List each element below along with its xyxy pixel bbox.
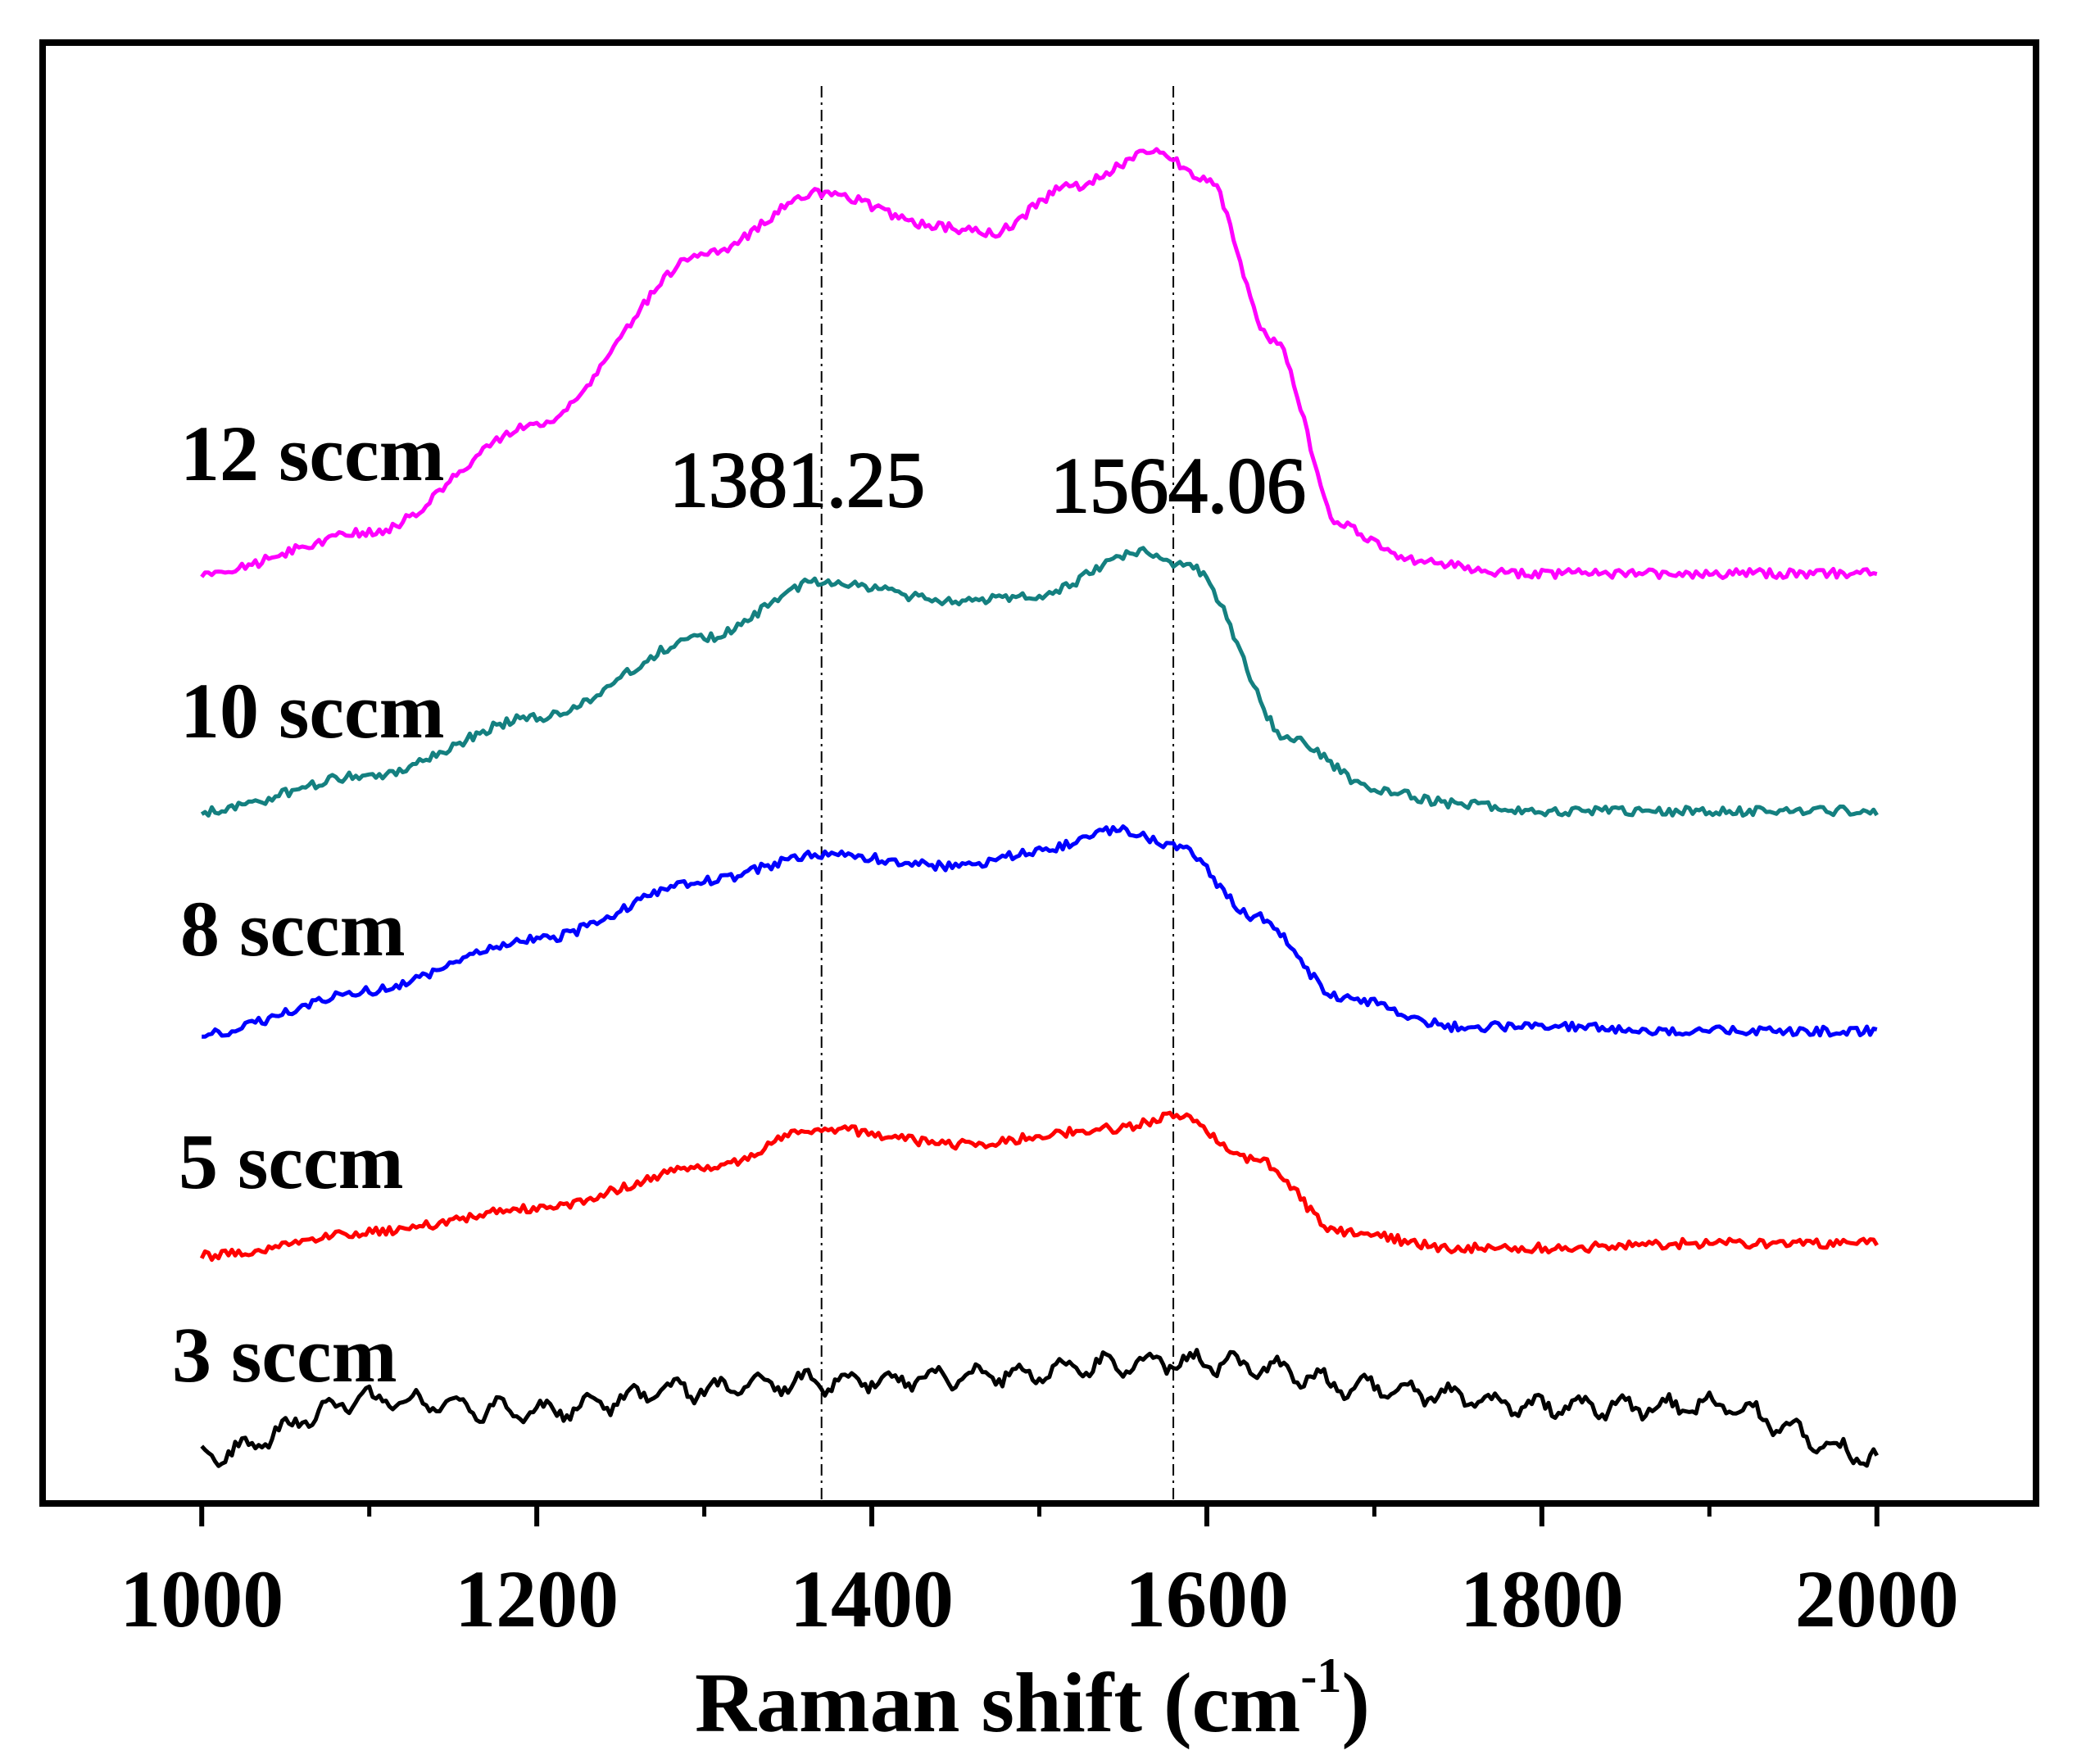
tick-label-2000: 2000 bbox=[1795, 1553, 1959, 1644]
series-label-10-sccm: 10 sccm bbox=[180, 667, 445, 755]
peak-label-g-band: 1564.06 bbox=[1050, 442, 1306, 529]
series-line-5-sccm bbox=[199, 1110, 1879, 1263]
x-axis-title: Raman shift (cm-1) bbox=[695, 1648, 1370, 1750]
series-label-3-sccm: 3 sccm bbox=[172, 1311, 397, 1399]
series-line-10-sccm bbox=[200, 546, 1879, 818]
series-line-3-sccm bbox=[200, 1348, 1880, 1468]
tick-label-1800: 1800 bbox=[1460, 1553, 1624, 1644]
series-label-12-sccm: 12 sccm bbox=[180, 410, 445, 497]
tick-label-1200: 1200 bbox=[455, 1553, 619, 1644]
tick-label-1400: 1400 bbox=[790, 1553, 954, 1644]
peak-label-d-band: 1381.25 bbox=[669, 436, 925, 524]
tick-label-1600: 1600 bbox=[1125, 1553, 1289, 1644]
series-label-5-sccm: 5 sccm bbox=[179, 1118, 404, 1205]
series-line-12-sccm bbox=[200, 147, 1878, 580]
x-axis-ticks: 1000 1200 1400 1600 1800 2000 bbox=[120, 1503, 1959, 1644]
reference-lines bbox=[820, 86, 1175, 1503]
plot-frame bbox=[39, 39, 2039, 1507]
series-line-8-sccm bbox=[202, 824, 1878, 1039]
tick-label-1000: 1000 bbox=[120, 1553, 283, 1644]
series-lines bbox=[199, 147, 1880, 1468]
series-label-8-sccm: 8 sccm bbox=[180, 885, 406, 973]
